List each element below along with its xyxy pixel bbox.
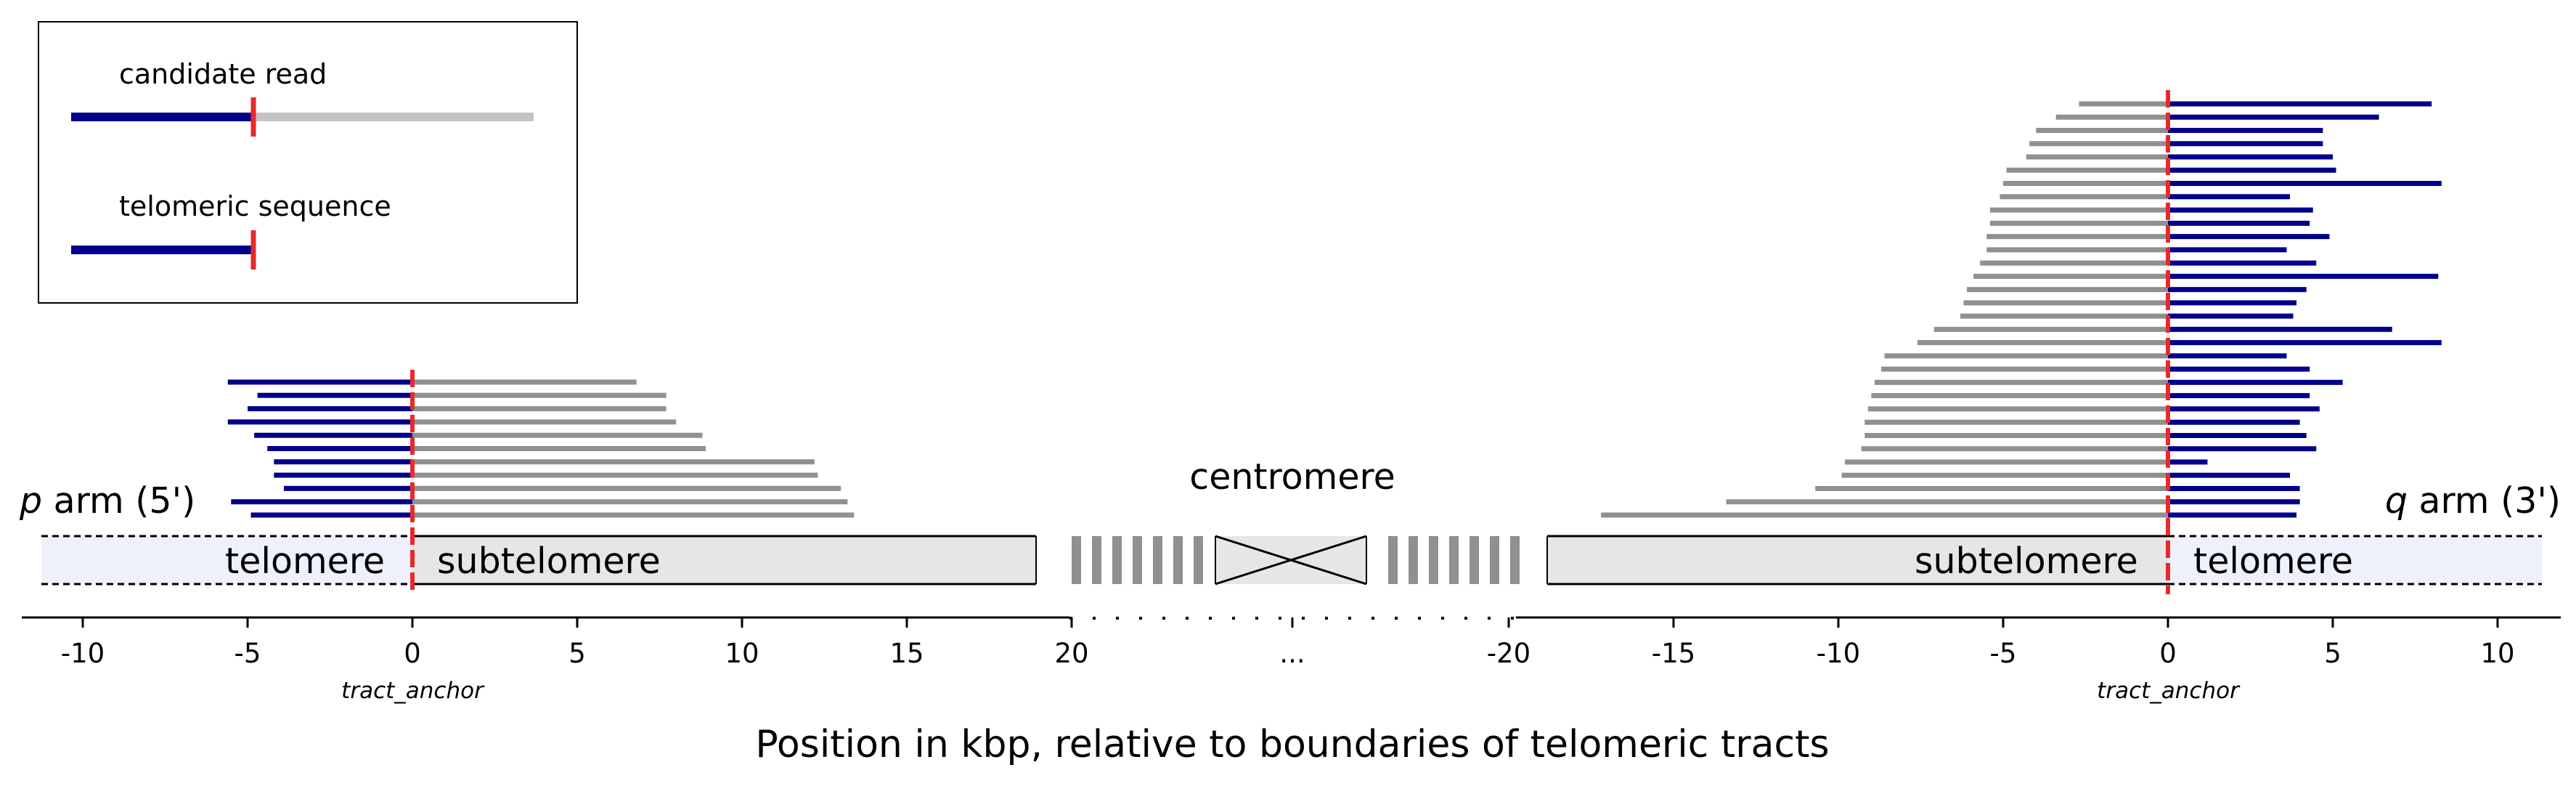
- centromere-cross: [1215, 535, 1367, 586]
- centromere-stripe: [1133, 536, 1142, 584]
- legend-box: [38, 21, 578, 304]
- x-axis: -10 -5 0 5 10 15 20 -20 -15 -10 -5 0 5 10 ... tract_…: [22, 616, 2561, 766]
- q-arm-tick-label: -10: [1817, 638, 1860, 669]
- centromere-stripe: [1194, 536, 1203, 584]
- telomere-band-left: [41, 536, 412, 584]
- p-arm-tick-label: 20: [1054, 638, 1088, 669]
- centromere-stripe: [1112, 536, 1122, 584]
- centromere-stripe: [1470, 536, 1479, 584]
- subtelomere-left-label: subtelomere: [437, 540, 661, 582]
- p-arm-tick-label: 5: [568, 638, 586, 669]
- centromere-stripe: [1092, 536, 1101, 584]
- q-arm-tick-label: -20: [1487, 638, 1530, 669]
- q-arm-tick-label: -15: [1652, 638, 1695, 669]
- q-arm-label: q arm (3'): [2385, 480, 2561, 522]
- p-arm-tick-label: 15: [889, 638, 924, 669]
- legend-telomeric-sequence-label: telomeric sequence: [119, 190, 391, 222]
- q-arm-suffix: arm (3'): [2408, 480, 2561, 522]
- centromere-stripes-right: [1388, 536, 1520, 584]
- q-arm-letter: q: [2385, 480, 2408, 522]
- centromere-stripe: [1388, 536, 1398, 584]
- centromere-label: centromere: [1189, 456, 1395, 498]
- telomere-band-right: [2168, 536, 2542, 584]
- q-arm-reads: [1601, 101, 2442, 518]
- q-arm-tick-label: 10: [2480, 638, 2514, 669]
- x-axis-title: Position in kbp, relative to boundaries …: [755, 723, 1829, 766]
- p-arm-suffix: arm (5'): [42, 480, 195, 522]
- centromere-stripe: [1173, 536, 1183, 584]
- legend-candidate-read-label: candidate read: [119, 58, 327, 90]
- q-arm-ticks: -20 -15 -10 -5 0 5 10: [1487, 617, 2515, 669]
- p-arm-tract-anchor-label: tract_anchor: [341, 678, 485, 704]
- centromere-stripe: [1490, 536, 1499, 584]
- p-arm-tick-label: -5: [235, 638, 261, 669]
- p-arm-label: p arm (5'): [19, 480, 195, 522]
- subtelomere-right-label: subtelomere: [1915, 540, 2138, 582]
- centromere-stripe: [1153, 536, 1162, 584]
- p-arm-reads: [227, 379, 855, 518]
- subtelomere-band-left: [412, 536, 1036, 584]
- centromere-stripe: [1510, 536, 1520, 584]
- p-arm-tick-label: 0: [404, 638, 421, 669]
- p-arm-ticks: -10 -5 0 5 10 15 20: [61, 617, 1089, 669]
- chromosome-schematic: telomere subtelomere subtelomere telomer…: [41, 535, 2542, 586]
- legend: candidate read telomeric sequence: [38, 21, 578, 304]
- centromere-stripe: [1409, 536, 1418, 584]
- centromere-stripe: [1072, 536, 1081, 584]
- q-arm-tract-anchor-label: tract_anchor: [2097, 678, 2241, 704]
- axis-break-ellipsis: ...: [1279, 638, 1305, 669]
- p-arm-tick-label: -10: [61, 638, 105, 669]
- q-arm-tick-label: -5: [1990, 638, 2017, 669]
- centromere-stripe: [1449, 536, 1459, 584]
- p-arm-letter: p: [19, 480, 42, 522]
- telomere-right-label: telomere: [2193, 540, 2353, 582]
- q-arm-tick-label: 0: [2159, 638, 2177, 669]
- subtelomere-band-right: [1547, 536, 2168, 584]
- centromere-stripe: [1429, 536, 1438, 584]
- p-arm-tick-label: 10: [725, 638, 759, 669]
- telomere-left-label: telomere: [225, 540, 385, 582]
- q-arm-tick-label: 5: [2324, 638, 2341, 669]
- centromere-stripes-left: [1072, 536, 1203, 584]
